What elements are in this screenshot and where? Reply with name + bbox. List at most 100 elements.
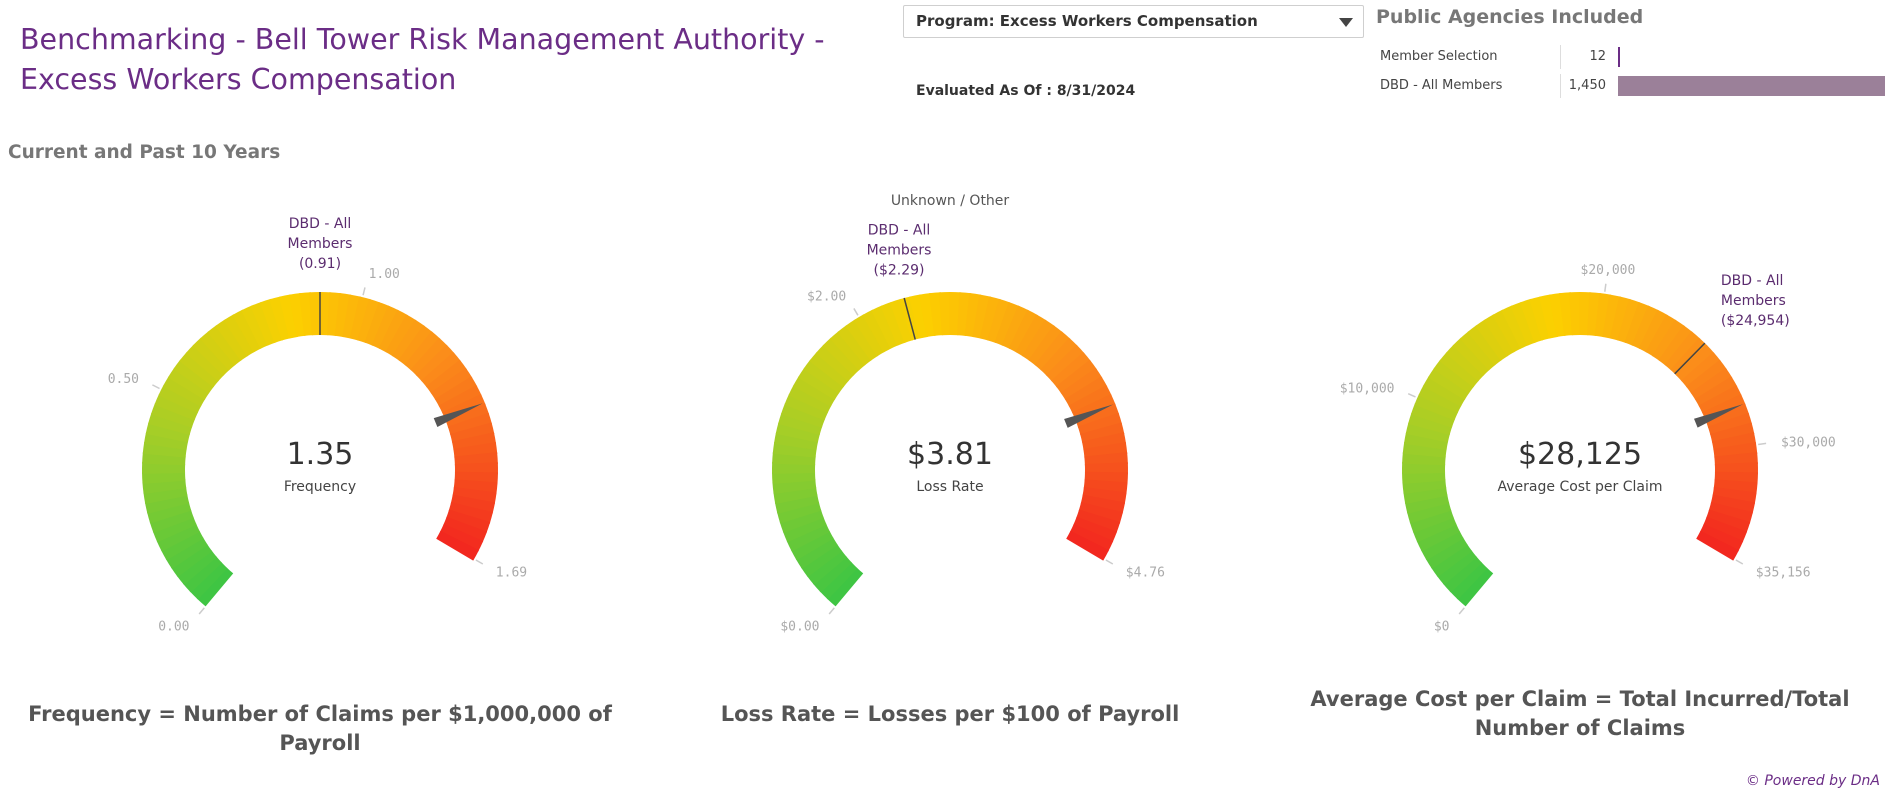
formula-loss-rate: Loss Rate = Losses per $100 of Payroll: [720, 702, 1180, 726]
gauge-arc-segment: [771, 461, 816, 474]
gauge-reference-label: ($24,954): [1721, 313, 1790, 329]
gauge-arc-segment: [1439, 351, 1480, 388]
gauge-arc-segment: [1449, 561, 1488, 600]
program-select[interactable]: Program: Excess Workers Compensation: [903, 5, 1364, 38]
gauge-arc-segment: [176, 550, 217, 586]
gauge-arc-segment: [144, 494, 190, 514]
gauge-label: Frequency: [284, 479, 356, 495]
gauge-arc-segment: [979, 296, 1001, 341]
gauge-arc-segment: [327, 292, 342, 336]
gauge-arc-segment: [160, 530, 204, 561]
gauge-tick-label: 1.00: [369, 267, 400, 282]
gauge-arc-segment: [392, 319, 425, 361]
gauge-arc-segment: [309, 292, 322, 336]
agency-bar[interactable]: [1618, 47, 1621, 67]
gauge-arc-segment: [1008, 309, 1038, 353]
gauge-arc-segment: [829, 330, 866, 371]
gauge-arc-segment: [1045, 344, 1085, 382]
gauge-arc-segment: [1624, 301, 1650, 346]
gauge-arc-segment: [1459, 330, 1496, 371]
gauge-arc-segment: [1414, 393, 1458, 421]
gauge-arc-segment: [1559, 292, 1574, 336]
gauge-arc-segment: [994, 301, 1020, 346]
gauge-arc-segment: [1658, 325, 1693, 366]
gauge-arc-segment: [443, 516, 487, 543]
gauge-arc-segment: [780, 403, 825, 428]
gauge-arc-segment: [964, 293, 982, 338]
agency-count: 1,450: [1568, 78, 1606, 93]
gauge-arc-segment: [812, 556, 853, 593]
gauge-arc-segment: [1436, 550, 1477, 586]
gauge-arc-segment: [1077, 412, 1123, 436]
gauge-arc-segment: [1084, 452, 1128, 466]
gauge-arc-segment: [773, 431, 819, 451]
gauge-arc-segment: [778, 412, 823, 436]
gauge-arc-segment: [800, 543, 843, 578]
gauge-arc-segment: [1699, 523, 1744, 552]
agency-row-member-selection[interactable]: Member Selection 12: [1380, 45, 1885, 69]
gauge-tick-label: 0.00: [158, 620, 189, 635]
chevron-down-icon[interactable]: [1339, 18, 1353, 27]
gauge-tick-label: $35,156: [1756, 566, 1811, 581]
gauge-arc-segment: [446, 509, 491, 534]
gauge-arc-segment: [837, 324, 872, 366]
gauge-arc-segment: [957, 292, 972, 336]
program-select-value: Program: Excess Workers Compensation: [916, 12, 1258, 30]
agency-row-all-members[interactable]: DBD - All Members 1,450: [1380, 74, 1885, 98]
gauge-0: 0.00 0.50 1.00 1.69 DBD - All Members (0.91) 1.…: [108, 216, 527, 635]
gauge-arc-segment: [250, 301, 276, 346]
gauge-arc-segment: [1022, 319, 1055, 361]
gauge-arc-segment: [334, 293, 352, 338]
gauge-arc-segment: [450, 494, 496, 515]
gauge-arc-segment: [795, 537, 838, 569]
gauge-arc-segment: [797, 367, 840, 400]
gauge-arc-segment: [889, 298, 914, 343]
gauge-arc-segment: [1402, 471, 1446, 484]
gauge-arc-segment: [1081, 432, 1127, 451]
gauge-arc-segment: [145, 422, 190, 443]
gauge-arc-segment: [1080, 422, 1125, 443]
gauge-arc-segment: [806, 550, 847, 586]
gauge-arc-segment: [1015, 314, 1047, 357]
gauge-arc-segment: [1402, 441, 1447, 458]
page-title: Benchmarking - Bell Tower Risk Managemen…: [20, 23, 825, 96]
gauge-tick-label: $30,000: [1781, 435, 1836, 450]
gauge-arc-segment: [182, 556, 223, 593]
gauge-arc-segment: [1410, 403, 1455, 428]
gauge-arc-segment: [1430, 543, 1473, 578]
gauge-tick: [475, 559, 484, 565]
gauge-arc-segment: [779, 509, 824, 534]
gauge-arc-segment: [1040, 337, 1078, 376]
gauge-arc-segment: [1698, 385, 1742, 414]
gauge-arc-segment: [939, 292, 952, 336]
gauge-arc-segment: [438, 385, 482, 414]
gauge-arc-segment: [1609, 296, 1631, 341]
gauge-tick-label: 0.50: [108, 372, 139, 387]
gauge-arc-segment: [342, 294, 362, 339]
gauge-arc-segment: [1082, 487, 1127, 505]
gauge-arc-segment: [1409, 509, 1454, 534]
gauge-arc-segment: [1456, 567, 1494, 607]
gauge-tick: [1105, 559, 1114, 565]
gauge-arc-segment: [450, 422, 495, 443]
gauge-arc-segment: [1708, 502, 1753, 524]
gauge-arc-segment: [1705, 403, 1750, 428]
gauge-arc-segment: [196, 567, 234, 607]
gauge-arc-segment: [1405, 422, 1450, 443]
gauge-tick-label: $0.00: [780, 620, 819, 635]
gauge-arc-segment: [1452, 337, 1490, 376]
gauge-arc-segment: [1427, 367, 1470, 400]
gauge-arc-segment: [1418, 384, 1462, 414]
gauge-arc-segment: [1694, 376, 1738, 407]
agency-bar[interactable]: [1618, 76, 1885, 96]
gauge-arc-segment: [1519, 298, 1544, 343]
gauge-arc-segment: [1066, 530, 1109, 561]
gauge-arc-segment: [447, 412, 493, 436]
gauge-arc-segment: [1664, 331, 1701, 371]
gauge-arc-segment: [1631, 305, 1660, 350]
gauge-arc-segment: [434, 376, 478, 407]
gauge-arc-segment: [1404, 494, 1450, 514]
gauge-arc-segment: [1594, 293, 1612, 338]
gauge-arc-segment: [453, 479, 498, 495]
gauge-arc-segment: [147, 501, 192, 524]
